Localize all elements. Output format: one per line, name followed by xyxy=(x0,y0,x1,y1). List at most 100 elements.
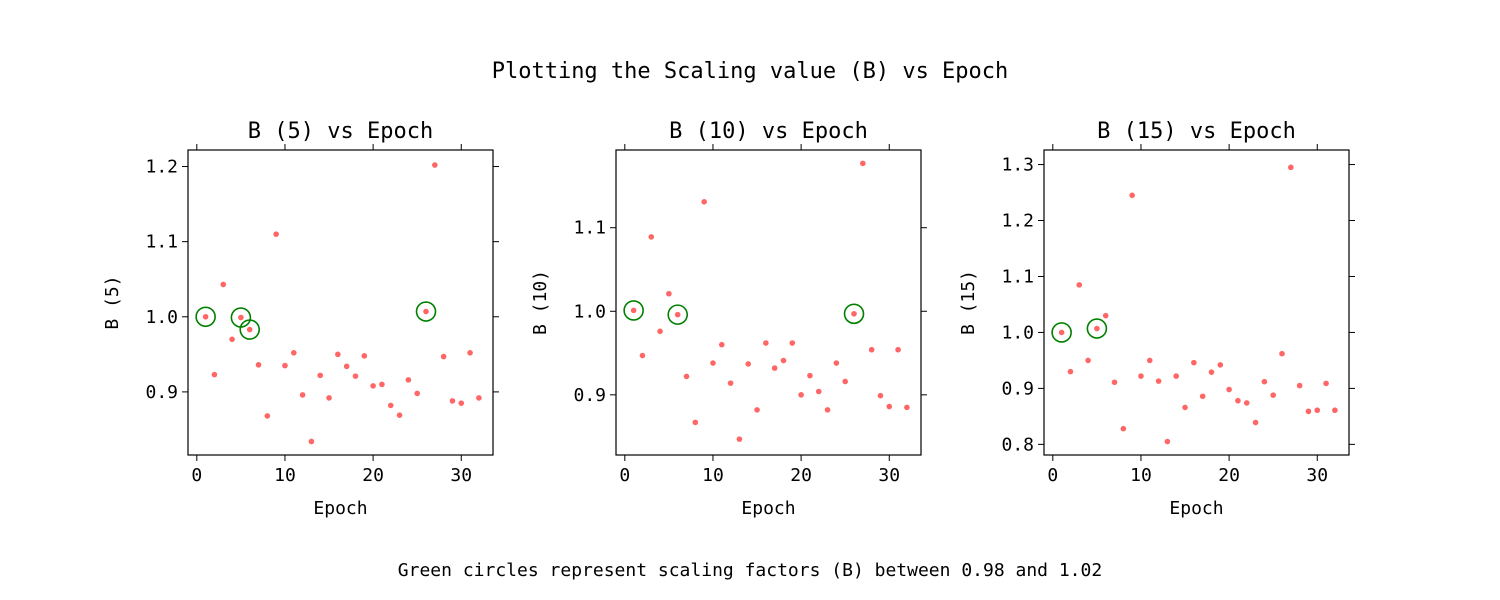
data-point xyxy=(387,402,394,409)
subplot-title: B (5) vs Epoch xyxy=(248,119,433,144)
highlight-circle xyxy=(415,301,437,322)
data-point xyxy=(1120,425,1127,432)
data-point xyxy=(1146,357,1153,364)
data-point xyxy=(736,436,743,442)
y-tick-label: 1.1 xyxy=(573,218,606,239)
data-point xyxy=(1235,397,1241,404)
data-point xyxy=(1111,379,1118,386)
data-point xyxy=(1102,312,1109,319)
data-point xyxy=(361,353,368,359)
plot-frame xyxy=(615,149,922,456)
y-tick-label: 1.3 xyxy=(1001,155,1034,176)
data-point xyxy=(1173,373,1180,379)
data-point xyxy=(202,313,209,320)
x-tick-label: 30 xyxy=(450,465,472,486)
y-axis-label: B (15) xyxy=(958,270,979,335)
data-point xyxy=(238,314,244,321)
data-point xyxy=(343,363,350,370)
subplot-1: 0 10 20 30 0.9 1.0 1.1 1.2 B (5) vs Epoch Epoch B … xyxy=(102,119,499,519)
data-point xyxy=(1288,164,1294,171)
y-tick-label: 1.1 xyxy=(145,232,178,253)
highlight-circle xyxy=(1051,322,1072,343)
highlight-circle xyxy=(623,300,644,321)
data-point xyxy=(710,360,716,366)
y-tick-label: 0.9 xyxy=(145,382,178,403)
data-point xyxy=(335,351,341,358)
data-point xyxy=(666,290,672,297)
data-point xyxy=(220,281,227,288)
data-point xyxy=(290,350,297,356)
data-point xyxy=(1323,380,1329,387)
data-point xyxy=(396,412,403,418)
subplot-3: 0 10 20 30 0.8 0.9 1.0 1.1 1.2 1.3 B (15) vs Epoch… xyxy=(958,119,1355,519)
data-point xyxy=(432,162,438,168)
data-point xyxy=(824,407,831,413)
x-axis-label: Epoch xyxy=(741,498,795,519)
y-tick-label: 1.1 xyxy=(1001,266,1034,287)
data-point xyxy=(282,362,288,369)
data-point xyxy=(1270,392,1276,398)
data-point xyxy=(440,353,447,360)
data-point xyxy=(1199,393,1206,400)
x-axis-label: Epoch xyxy=(313,498,367,519)
data-point xyxy=(745,361,752,367)
x-tick-label: 0 xyxy=(619,465,630,486)
panels: 0 10 20 30 0.9 1.0 1.1 1.2 B (5) vs Epoch Epoch B … xyxy=(102,119,1355,519)
highlight-circle xyxy=(239,319,261,340)
data-point xyxy=(648,234,655,240)
y-tick-label: 1.2 xyxy=(145,157,178,178)
data-point xyxy=(299,392,306,398)
data-point xyxy=(255,362,262,368)
data-point xyxy=(886,403,893,410)
data-point xyxy=(701,199,707,205)
data-point xyxy=(895,346,901,353)
data-point xyxy=(1261,378,1268,385)
y-tick-label: 1.0 xyxy=(145,307,178,328)
y-tick-label: 1.0 xyxy=(1001,322,1034,343)
data-point xyxy=(692,419,699,426)
data-point xyxy=(317,372,324,379)
data-point xyxy=(352,373,359,379)
x-tick-label: 0 xyxy=(1047,465,1058,486)
data-point xyxy=(674,311,681,318)
data-point xyxy=(1085,357,1091,364)
data-point xyxy=(1164,438,1171,445)
data-point xyxy=(1138,373,1144,379)
data-point xyxy=(229,336,235,343)
data-point xyxy=(1076,282,1083,288)
data-point xyxy=(780,357,787,364)
data-point xyxy=(763,340,769,346)
data-point xyxy=(1129,192,1135,199)
data-point xyxy=(379,381,385,388)
data-point xyxy=(405,377,412,383)
data-point xyxy=(754,407,760,413)
data-point xyxy=(264,413,271,419)
data-point xyxy=(1252,419,1259,426)
subplot-title: B (15) vs Epoch xyxy=(1097,119,1296,144)
data-point xyxy=(1314,407,1321,414)
plot-frame xyxy=(1043,149,1350,456)
data-point xyxy=(851,310,857,317)
data-point xyxy=(423,308,429,315)
x-tick-label: 10 xyxy=(1130,465,1152,486)
x-tick-label: 20 xyxy=(362,465,384,486)
data-point xyxy=(860,160,866,167)
data-point xyxy=(211,371,218,378)
data-point xyxy=(1182,404,1188,411)
data-point xyxy=(370,383,376,389)
data-point xyxy=(1155,378,1162,384)
data-point xyxy=(1243,400,1250,406)
data-point xyxy=(815,388,822,395)
data-point xyxy=(1067,368,1074,375)
data-point xyxy=(727,380,734,386)
data-point xyxy=(842,378,848,385)
data-point xyxy=(1279,350,1285,357)
data-point xyxy=(1191,359,1197,366)
data-point xyxy=(877,392,884,399)
data-point xyxy=(1217,362,1224,368)
subplot-title: B (10) vs Epoch xyxy=(669,119,868,144)
data-point xyxy=(273,231,279,237)
data-point xyxy=(476,395,482,401)
